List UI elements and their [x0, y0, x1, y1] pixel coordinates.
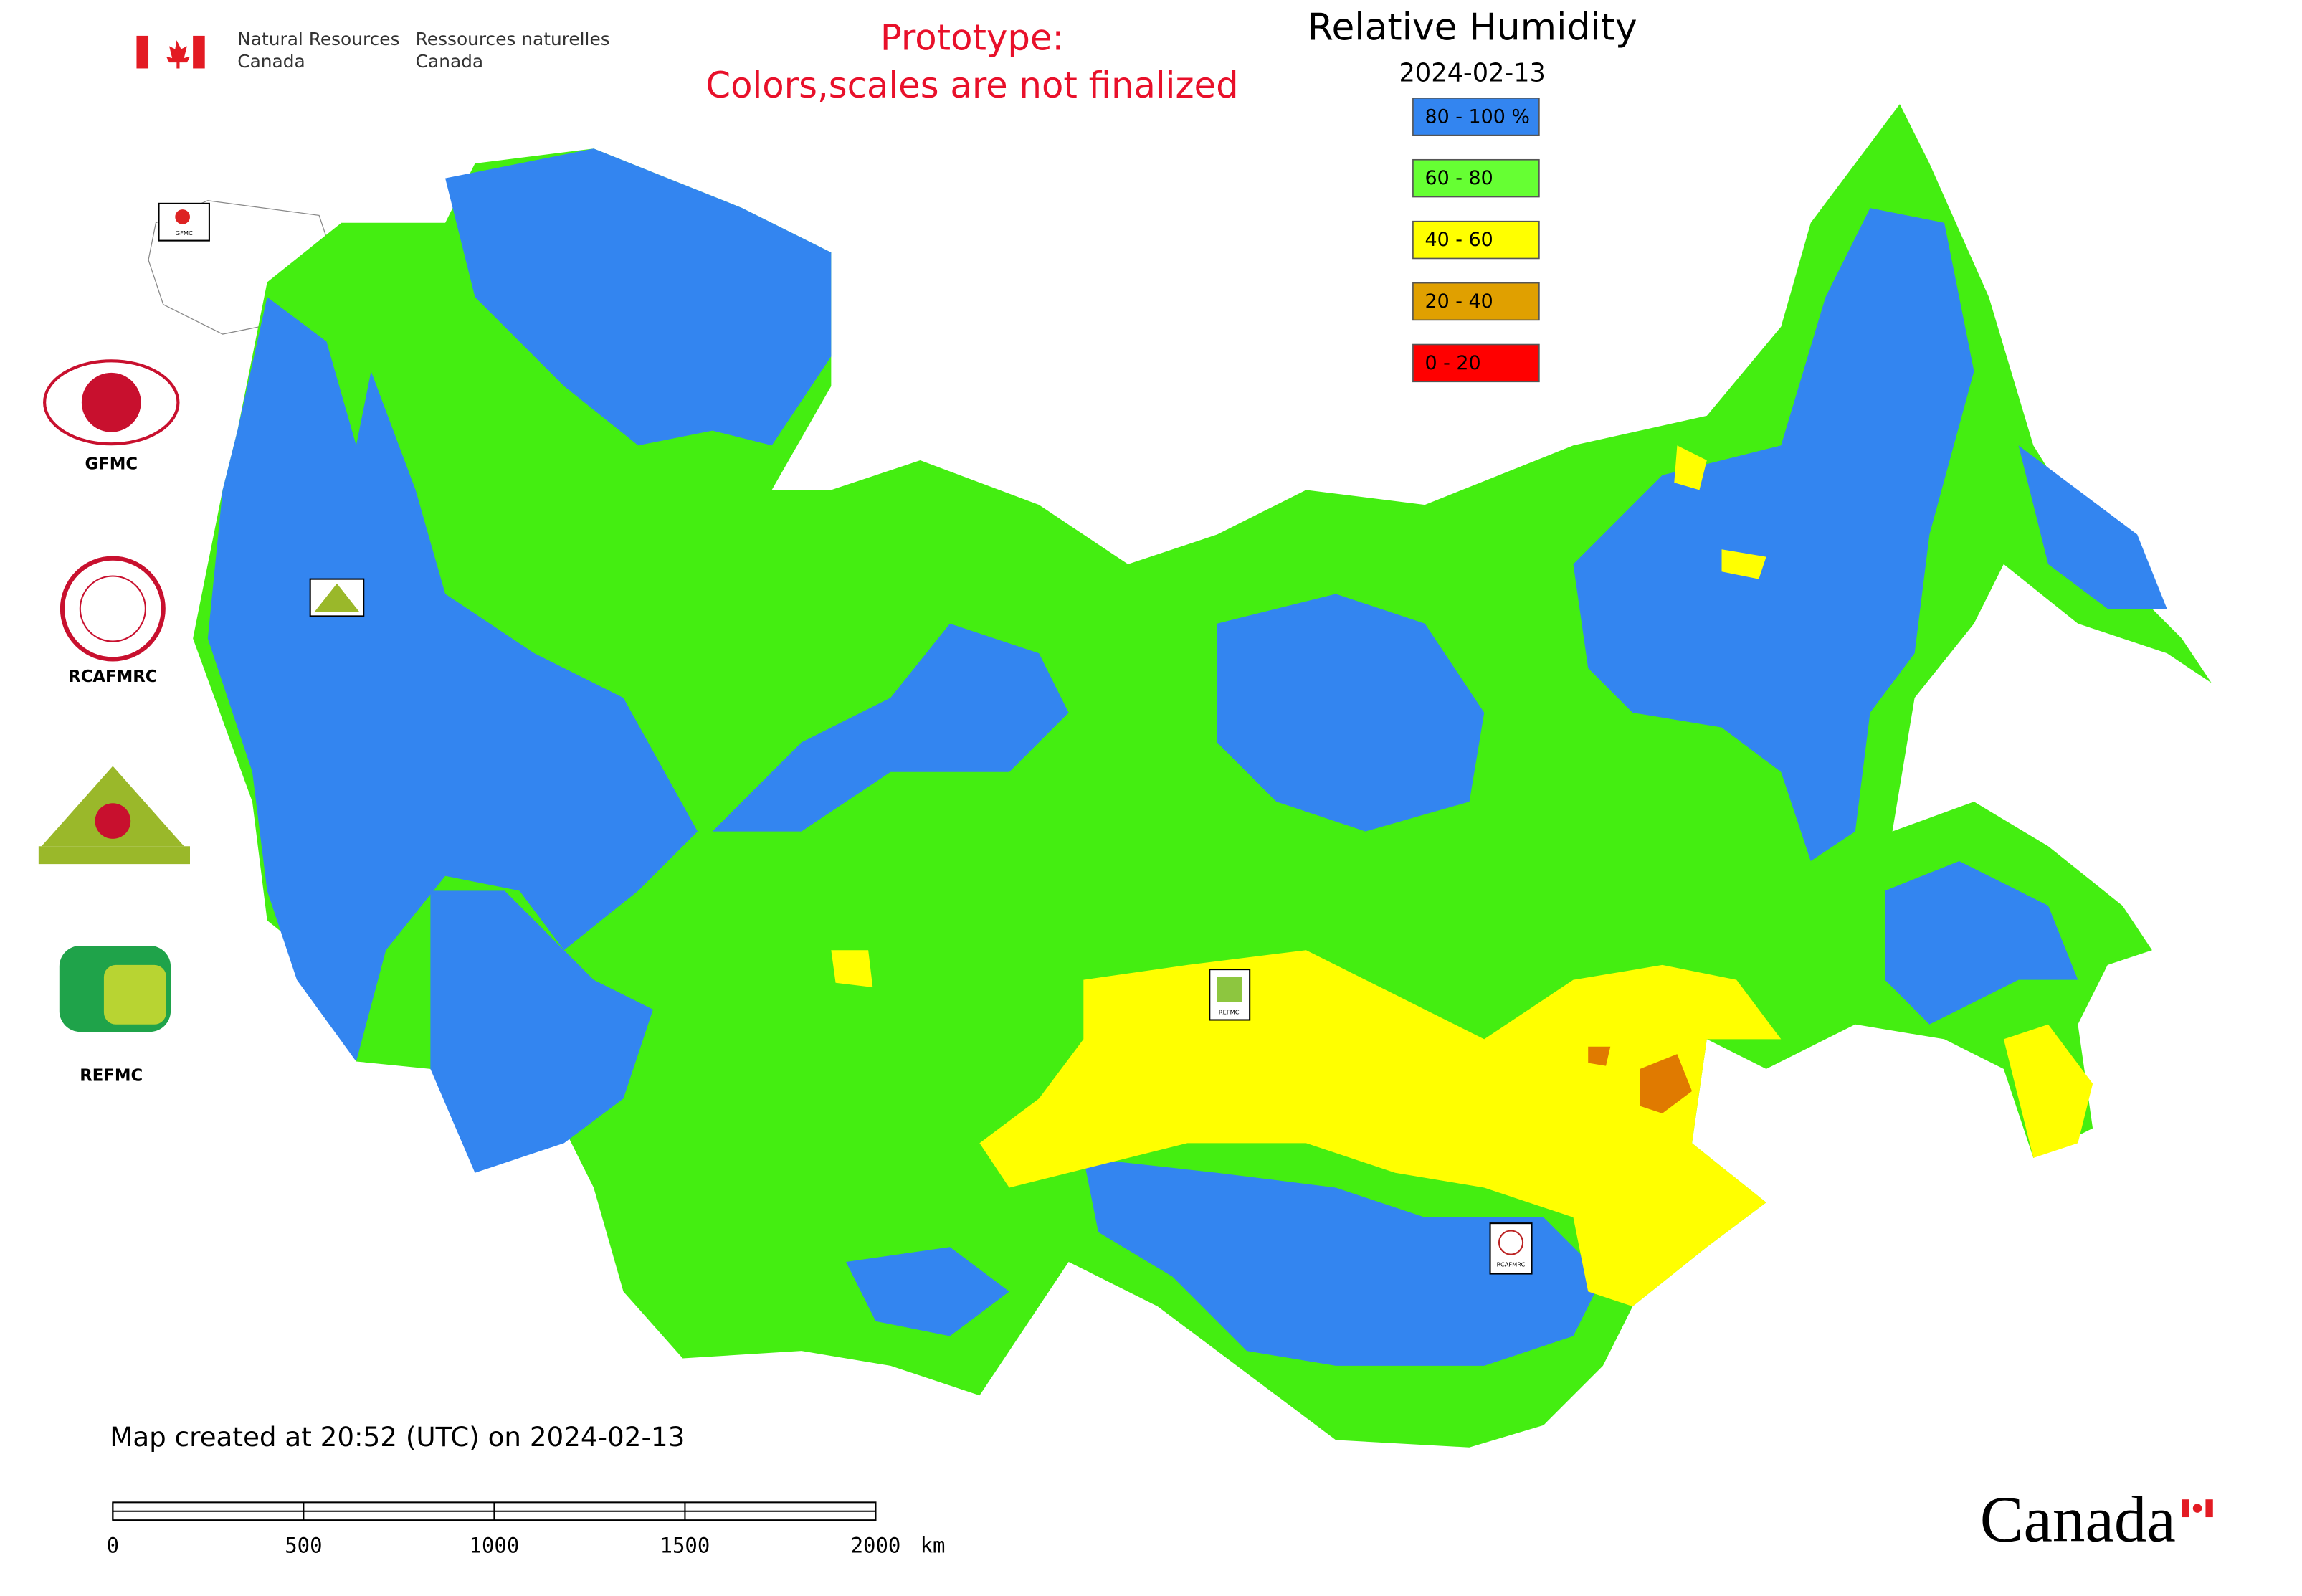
scale-label: 1000 [470, 1533, 520, 1557]
legend-swatch [1412, 158, 1540, 198]
logo-label: REFMC [80, 1067, 143, 1086]
legend-swatch [1412, 220, 1540, 260]
footer-note: Map created at 20:52 (UTC) on 2024-02-13 [110, 1421, 685, 1453]
scale-label: 0 [107, 1533, 119, 1557]
legend-swatch [1412, 282, 1540, 321]
legend-swatch [1412, 98, 1540, 136]
legend-label: 20 - 40 [1425, 290, 1493, 313]
scale-label: 1500 [660, 1533, 710, 1557]
partner-logos: GFMC RCAFMRC REFMC [38, 359, 190, 1086]
date: 2024-02-13 [1399, 59, 1546, 88]
org-fr-1: Ressources naturelles [416, 29, 610, 49]
org-en-1: Natural Resources [237, 29, 399, 49]
nrcan-signature: Natural Resources Canada Ressources natu… [136, 29, 610, 72]
org-fr-2: Canada [416, 51, 483, 72]
map-logo-boxes: GFMC REFMC RCAFMRC [158, 202, 1533, 1275]
map-label: GFMC [176, 229, 193, 237]
scale-bar: 0 500 1000 1500 2000 km [107, 1501, 946, 1557]
humidity-map [148, 104, 2212, 1448]
legend-label: 40 - 60 [1425, 229, 1493, 251]
legend-swatch [1412, 343, 1540, 383]
legend-label: 60 - 80 [1425, 167, 1493, 189]
scale-label: 500 [285, 1533, 322, 1557]
map-label: RCAFMRC [1497, 1261, 1526, 1268]
map-label: REFMC [1219, 1009, 1240, 1016]
title: Relative Humidity [1308, 6, 1637, 49]
scale-label: 2000 [851, 1533, 901, 1557]
notice-2: Colors,scales are not finalized [705, 65, 1238, 106]
notice-1: Prototype: [880, 17, 1064, 59]
legend: 80 - 100 % 60 - 80 40 - 60 20 - 40 0 - 20 [1412, 98, 1540, 383]
logo-label: RCAFMRC [68, 668, 157, 686]
legend-label: 80 - 100 % [1425, 105, 1530, 128]
logo-label: GFMC [85, 455, 138, 474]
wordmark: Canada [1980, 1483, 2176, 1555]
scale-unit: km [921, 1533, 946, 1557]
legend-label: 0 - 20 [1425, 352, 1480, 374]
canada-wordmark: Canada [1980, 1483, 2213, 1555]
org-en-2: Canada [237, 51, 305, 72]
